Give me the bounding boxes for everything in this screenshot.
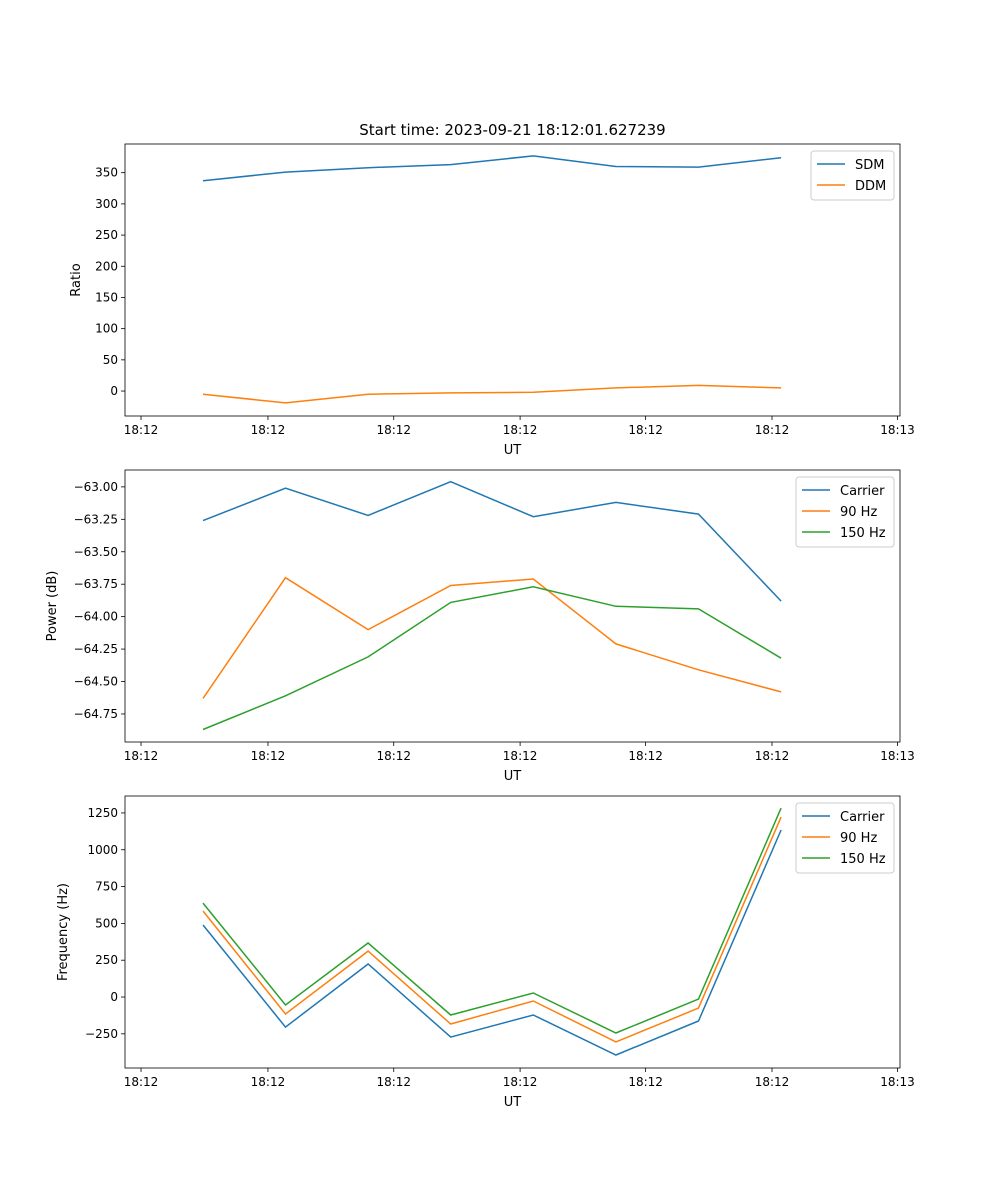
- x-tick-label: 18:12: [503, 749, 538, 763]
- subplot-1: 18:12 18:12 18:12 18:12 18:12 18:12 18:13 0 50 10…: [69, 143, 915, 458]
- legend-label: 150 Hz: [840, 852, 886, 867]
- x-tick-label: 18:13: [880, 1075, 915, 1089]
- x-tick-label: 18:12: [124, 1075, 159, 1089]
- x-tick-label: 18:13: [880, 749, 915, 763]
- legend: Carrier 90 Hz 150 Hz: [795, 476, 895, 548]
- subplot-2: 18:12 18:12 18:12 18:12 18:12 18:12 18:13 −64.7…: [45, 469, 915, 784]
- y-tick-label: 200: [95, 259, 118, 273]
- y-tick-label: −64.75: [74, 707, 118, 721]
- x-axis-label: UT: [504, 443, 522, 458]
- y-tick-label: 500: [95, 916, 118, 930]
- legend-label: Carrier: [840, 810, 885, 825]
- legend: Carrier 90 Hz 150 Hz: [795, 802, 895, 874]
- x-tick-label: 18:12: [628, 749, 663, 763]
- legend-box: [795, 802, 895, 874]
- y-tick-label: 0: [110, 384, 118, 398]
- x-tick-label: 18:12: [628, 1075, 663, 1089]
- y-tick-label: 50: [103, 353, 118, 367]
- axes-frame: [124, 795, 901, 1069]
- series-line-carrier: [202, 480, 782, 602]
- y-tick-label: 250: [95, 228, 118, 242]
- x-tick-label: 18:12: [755, 423, 790, 437]
- x-tick-label: 18:12: [124, 423, 159, 437]
- figure-title-overlay: Start time: 2023-09-21 18:12:01.627239: [359, 121, 666, 139]
- x-axis-label: UT: [504, 1095, 522, 1110]
- x-tick-label: 18:12: [376, 423, 411, 437]
- axes-frame: [124, 143, 901, 417]
- y-axis-label: Power (dB): [45, 571, 60, 642]
- y-tick-label: 0: [110, 990, 118, 1004]
- series-line-90-hz: [202, 816, 782, 1043]
- y-tick-label: 1250: [87, 806, 118, 820]
- legend-label: SDM: [855, 158, 884, 173]
- x-tick-label: 18:12: [124, 749, 159, 763]
- y-tick-label: 750: [95, 880, 118, 894]
- y-tick-label: −250: [85, 1027, 118, 1041]
- x-tick-label: 18:12: [503, 423, 538, 437]
- series-line-150-hz: [202, 586, 782, 731]
- subplot-3: 18:12 18:12 18:12 18:12 18:12 18:12 18:13 −250 0…: [56, 795, 915, 1110]
- x-tick-label: 18:12: [251, 1075, 286, 1089]
- y-tick-label: 1000: [87, 843, 118, 857]
- x-tick-label: 18:12: [628, 423, 663, 437]
- y-tick-label: 250: [95, 953, 118, 967]
- x-tick-label: 18:12: [251, 749, 286, 763]
- y-tick-label: −63.25: [74, 512, 118, 526]
- y-tick-label: 300: [95, 197, 118, 211]
- legend-label: Carrier: [840, 484, 885, 499]
- y-tick-label: 350: [95, 166, 118, 180]
- series-line-carrier: [202, 829, 782, 1056]
- y-axis-label: Frequency (Hz): [56, 883, 71, 981]
- x-tick-label: 18:12: [755, 1075, 790, 1089]
- legend-label: 90 Hz: [840, 831, 877, 846]
- series-line-ddm: [202, 384, 782, 404]
- legend-label: 90 Hz: [840, 505, 877, 520]
- series-line-sdm: [202, 155, 782, 182]
- x-tick-label: 18:12: [251, 423, 286, 437]
- x-axis-label: UT: [504, 769, 522, 784]
- legend-box: [795, 476, 895, 548]
- x-tick-label: 18:12: [376, 1075, 411, 1089]
- legend-label: 150 Hz: [840, 526, 886, 541]
- y-tick-label: −64.00: [74, 610, 118, 624]
- x-tick-label: 18:12: [376, 749, 411, 763]
- x-tick-label: 18:12: [755, 749, 790, 763]
- x-tick-label: 18:12: [503, 1075, 538, 1089]
- y-tick-label: −63.00: [74, 480, 118, 494]
- legend: SDM DDM: [810, 150, 895, 201]
- y-tick-label: 150: [95, 290, 118, 304]
- y-tick-label: −64.50: [74, 675, 118, 689]
- y-tick-label: −63.50: [74, 545, 118, 559]
- y-axis-label: Ratio: [69, 263, 84, 296]
- x-tick-label: 18:13: [880, 423, 915, 437]
- y-tick-label: −64.25: [74, 642, 118, 656]
- series-line-90-hz: [202, 576, 782, 699]
- y-tick-label: 100: [95, 322, 118, 336]
- legend-label: DDM: [855, 179, 886, 194]
- series-line-150-hz: [202, 807, 782, 1034]
- y-tick-label: −63.75: [74, 577, 118, 591]
- axes-frame: [124, 469, 901, 743]
